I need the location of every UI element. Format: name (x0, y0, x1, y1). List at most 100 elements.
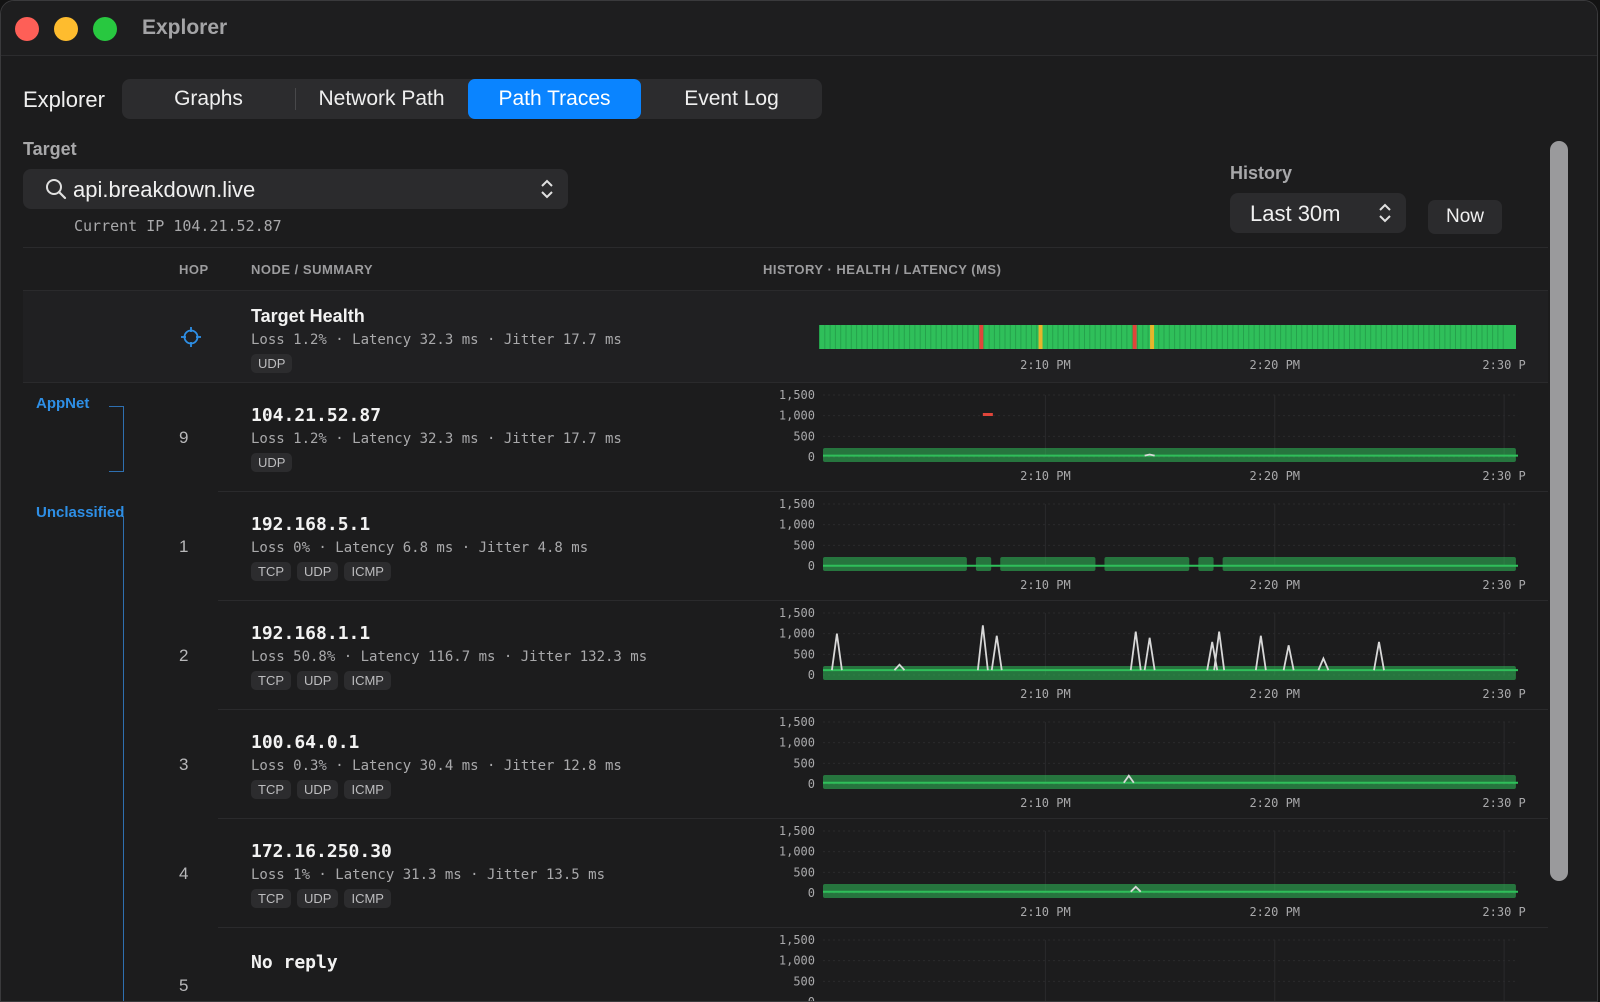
health-tick (1269, 325, 1271, 349)
latency-history-chart: 1,500 1,000 500 0 2:10 PM 2:20 PM 2:30 P (779, 715, 1526, 810)
y-tick-label: 1,500 (779, 715, 815, 729)
x-tick-label: 2:30 P (1482, 578, 1525, 592)
y-tick-label: 1,000 (779, 518, 815, 532)
health-title: Target Health (251, 306, 365, 326)
current-ip: Current IP 104.21.52.87 (74, 217, 282, 235)
health-tick (914, 325, 916, 349)
latency-history-chart: 1,500 1,000 500 0 2:10 PM 2:20 PM 2:30 P (779, 388, 1526, 483)
latency-band (823, 666, 1516, 680)
y-tick-label: 500 (793, 429, 815, 443)
minimize-window-button[interactable] (54, 17, 78, 41)
health-tick (1354, 325, 1356, 349)
health-tick (946, 325, 948, 349)
health-tick (840, 325, 842, 349)
hop-row[interactable]: 3 100.64.0.1 Loss 0.3% · Latency 30.4 ms… (23, 710, 1548, 819)
protocol-tag: UDP (251, 354, 293, 373)
health-tick (1476, 325, 1478, 349)
tab-path-traces[interactable]: Path Traces (468, 79, 641, 119)
health-marker (1132, 325, 1137, 349)
latency-spike (1129, 631, 1142, 671)
health-tick (1306, 325, 1308, 349)
x-tick-label: 2:10 PM (1020, 358, 1071, 372)
health-tick (1264, 325, 1266, 349)
close-window-button[interactable] (15, 17, 39, 41)
latency-band (1222, 557, 1516, 571)
hop-number: 4 (179, 864, 189, 883)
row-divider (218, 818, 1548, 819)
health-tick (1327, 325, 1329, 349)
tab-graphs[interactable]: Graphs (174, 87, 243, 110)
latency-history-chart: 1,500 1,000 500 0 2:10 PM 2:20 PM 2:30 P (779, 606, 1526, 701)
health-tick (1470, 325, 1472, 349)
y-tick-label: 0 (808, 886, 815, 900)
health-tick (1163, 325, 1165, 349)
y-tick-label: 1,500 (779, 388, 815, 402)
tab-event-log[interactable]: Event Log (684, 87, 779, 110)
target-health-row[interactable]: Target Health Loss 1.2% · Latency 32.3 m… (23, 291, 1548, 383)
node-address: No reply (251, 952, 338, 973)
history-range-value: Last 30m (1250, 201, 1341, 226)
protocol-tags: TCP UDP ICMP (251, 889, 391, 908)
health-tick (1465, 325, 1467, 349)
health-tick (1481, 325, 1483, 349)
protocol-tag: ICMP (344, 889, 391, 908)
health-tick (1031, 325, 1032, 349)
node-summary: Loss 0% · Latency 6.8 ms · Jitter 4.8 ms (251, 540, 589, 556)
health-tick (1349, 325, 1350, 349)
health-tick (1396, 325, 1398, 349)
latency-spike (1213, 631, 1226, 671)
latency-band (823, 557, 967, 571)
health-tick (1084, 325, 1085, 349)
hop-row[interactable]: 2 192.168.1.1 Loss 50.8% · Latency 116.7… (23, 601, 1548, 710)
table-header: HOP NODE / SUMMARY HISTORY · HEALTH / LA… (23, 248, 1548, 291)
y-tick-label: 0 (808, 450, 815, 464)
x-tick-label: 2:30 P (1482, 358, 1525, 372)
health-marker (1038, 325, 1043, 349)
latency-spike (1282, 645, 1295, 671)
health-tick (1439, 325, 1441, 349)
health-tick (1015, 325, 1017, 349)
node-summary: Loss 50.8% · Latency 116.7 ms · Jitter 1… (251, 649, 648, 665)
health-tick (882, 325, 884, 349)
latency-band (1000, 557, 1096, 571)
latency-history-chart: 1,500 1,000 500 0 2:10 PM 2:20 PM 2:30 P (779, 497, 1526, 592)
now-button[interactable]: Now (1428, 200, 1502, 234)
health-tick (1311, 325, 1313, 349)
health-tick (1280, 325, 1282, 349)
tab-network-path[interactable]: Network Path (318, 87, 445, 110)
health-tick (850, 325, 852, 349)
health-bar (819, 325, 1516, 349)
hop-row[interactable]: 4 172.16.250.30 Loss 1% · Latency 31.3 m… (23, 819, 1548, 928)
hop-row[interactable]: 9 104.21.52.87 Loss 1.2% · Latency 32.3 … (23, 383, 1548, 492)
titlebar: Explorer (1, 1, 1597, 56)
latency-spike (976, 625, 989, 671)
hop-row[interactable]: 1 192.168.5.1 Loss 0% · Latency 6.8 ms ·… (23, 492, 1548, 601)
x-tick-label: 2:10 PM (1020, 469, 1071, 483)
health-tick (978, 325, 979, 349)
health-tick (1137, 325, 1138, 349)
vertical-scrollbar[interactable] (1550, 141, 1568, 881)
health-tick (1428, 325, 1430, 349)
health-tick (1190, 325, 1191, 349)
y-tick-label: 500 (793, 865, 815, 879)
health-tick (845, 325, 847, 349)
health-history-chart: 2:10 PM 2:20 PM 2:30 P (819, 325, 1526, 372)
history-column-header: HISTORY · HEALTH / LATENCY (MS) (763, 262, 1002, 277)
y-tick-label: 0 (808, 668, 815, 682)
protocol-tag: UDP (297, 562, 339, 581)
chevron-up-down-icon (540, 179, 554, 204)
protocol-tag: TCP (251, 562, 291, 581)
health-tick (856, 325, 858, 349)
view-tabs: Graphs Network Path Path Traces Event Lo… (122, 79, 822, 119)
node-column-header: NODE / SUMMARY (251, 262, 374, 277)
health-tick (1009, 325, 1011, 349)
target-selector[interactable]: api.breakdown.live (23, 169, 568, 209)
history-range-select[interactable]: Last 30m (1230, 193, 1406, 233)
row-divider (23, 382, 1548, 383)
protocol-tag: TCP (251, 671, 291, 690)
health-tick (962, 325, 964, 349)
health-tick (1089, 325, 1091, 349)
health-tick (1333, 325, 1335, 349)
zoom-window-button[interactable] (93, 17, 117, 41)
